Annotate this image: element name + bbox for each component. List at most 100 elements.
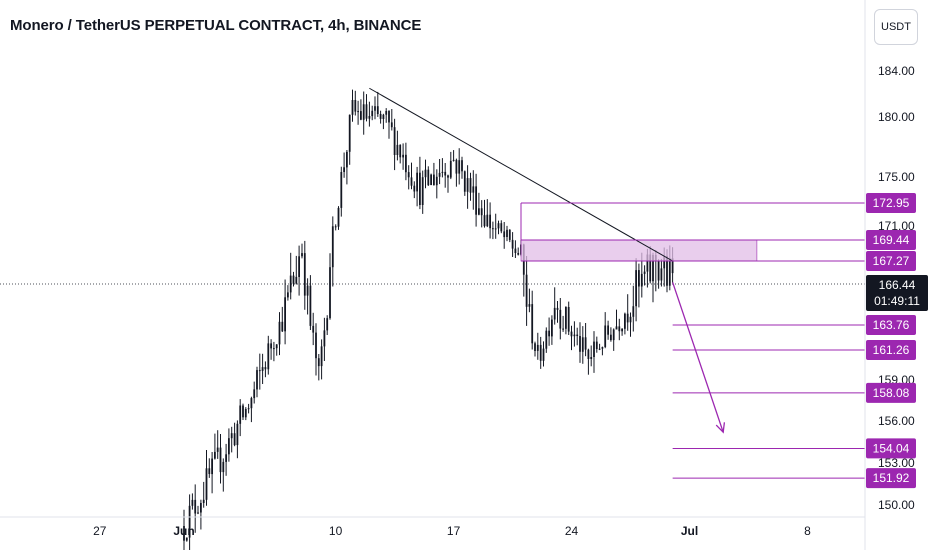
candle-body bbox=[273, 348, 275, 350]
x-tick-label: 24 bbox=[565, 524, 579, 538]
candle-body bbox=[354, 100, 357, 112]
drawings-layer bbox=[0, 87, 865, 479]
candle-body bbox=[402, 154, 404, 158]
candle-body bbox=[301, 253, 303, 257]
resistance-zone[interactable] bbox=[520, 239, 758, 262]
candle-body bbox=[626, 313, 629, 323]
price-axis bbox=[0, 0, 866, 550]
candle-body bbox=[360, 111, 362, 120]
candle-body bbox=[270, 343, 272, 349]
candle-body bbox=[421, 177, 424, 205]
candle-body bbox=[452, 159, 455, 161]
current-price-label bbox=[866, 275, 928, 311]
candle-body bbox=[390, 122, 393, 128]
candle-body bbox=[666, 256, 668, 286]
candle-body bbox=[256, 370, 258, 390]
candle-body bbox=[486, 214, 489, 227]
candle-body bbox=[239, 405, 242, 424]
candle-body bbox=[407, 172, 410, 178]
candle-body bbox=[652, 255, 654, 282]
candle-body bbox=[497, 223, 500, 229]
candle-body bbox=[503, 231, 506, 238]
candle-body bbox=[222, 461, 225, 473]
candle-body bbox=[284, 297, 286, 332]
candle-body bbox=[573, 334, 576, 337]
candle-body bbox=[334, 226, 337, 228]
candle-body bbox=[416, 172, 418, 192]
candle-body bbox=[343, 167, 345, 172]
candles-layer bbox=[183, 89, 674, 550]
candle-body bbox=[534, 343, 536, 351]
candle-body bbox=[281, 321, 284, 332]
candle-body bbox=[211, 458, 213, 475]
y-tick-label: 150.00 bbox=[878, 498, 915, 512]
level-price-text: 172.95 bbox=[873, 196, 910, 210]
candle-body bbox=[542, 348, 545, 361]
candle-body bbox=[570, 331, 573, 337]
candle-body bbox=[197, 512, 199, 514]
y-tick-label: 171.00 bbox=[878, 219, 915, 233]
candle-body bbox=[247, 408, 250, 410]
candle-body bbox=[506, 229, 508, 237]
candle-body bbox=[584, 337, 587, 350]
candle-body bbox=[388, 111, 390, 123]
candle-body bbox=[545, 330, 548, 349]
candle-body bbox=[427, 169, 430, 186]
candle-body bbox=[480, 208, 483, 216]
candle-body bbox=[562, 328, 564, 330]
candle-body bbox=[320, 346, 323, 367]
candle-body bbox=[466, 178, 469, 192]
candle-body bbox=[511, 239, 514, 249]
candle-body bbox=[579, 336, 581, 352]
candle-body bbox=[607, 325, 609, 335]
level-price-text: 163.76 bbox=[873, 318, 910, 332]
level-price-text: 154.04 bbox=[873, 441, 910, 455]
level-price-label bbox=[866, 315, 916, 335]
trendline[interactable] bbox=[369, 87, 673, 262]
x-tick-label: 8 bbox=[804, 524, 811, 538]
candle-body bbox=[348, 114, 351, 152]
candle-body bbox=[261, 367, 264, 371]
candle-body bbox=[576, 334, 579, 336]
candle-body bbox=[202, 499, 205, 503]
candle-body bbox=[298, 256, 300, 277]
y-tick-label: 175.00 bbox=[878, 170, 915, 184]
candle-body bbox=[253, 389, 256, 399]
candle-body bbox=[604, 325, 607, 347]
candle-body bbox=[517, 253, 520, 255]
candle-body bbox=[396, 144, 399, 155]
candle-body bbox=[230, 433, 233, 439]
candle-body bbox=[309, 285, 312, 326]
level-price-text: 151.92 bbox=[873, 471, 910, 485]
candle-body bbox=[587, 349, 590, 359]
candle-body bbox=[413, 185, 416, 192]
candle-body bbox=[219, 447, 222, 473]
candle-body bbox=[635, 270, 637, 307]
currency-button[interactable]: USDT bbox=[874, 9, 918, 45]
x-tick-label: 27 bbox=[93, 524, 107, 538]
candle-body bbox=[447, 175, 449, 178]
candle-body bbox=[494, 228, 497, 230]
candle-body bbox=[618, 326, 621, 332]
candle-body bbox=[469, 178, 472, 193]
candle-body bbox=[312, 325, 315, 333]
candle-body bbox=[216, 447, 219, 452]
candle-body bbox=[225, 454, 227, 462]
candle-body bbox=[595, 341, 598, 349]
candle-body bbox=[365, 104, 368, 119]
candle-body bbox=[528, 304, 531, 307]
candle-body bbox=[393, 127, 396, 155]
candle-body bbox=[306, 285, 309, 296]
candle-body bbox=[329, 267, 331, 319]
candle-body bbox=[514, 248, 517, 253]
candle-body bbox=[191, 499, 194, 506]
candle-body bbox=[548, 330, 550, 337]
projection-arrow[interactable] bbox=[672, 282, 724, 433]
candle-body bbox=[441, 171, 444, 173]
candle-body bbox=[525, 274, 528, 307]
level-price-label bbox=[866, 340, 916, 360]
candle-body bbox=[317, 358, 320, 367]
candle-body bbox=[362, 104, 365, 120]
candle-body bbox=[508, 229, 511, 240]
